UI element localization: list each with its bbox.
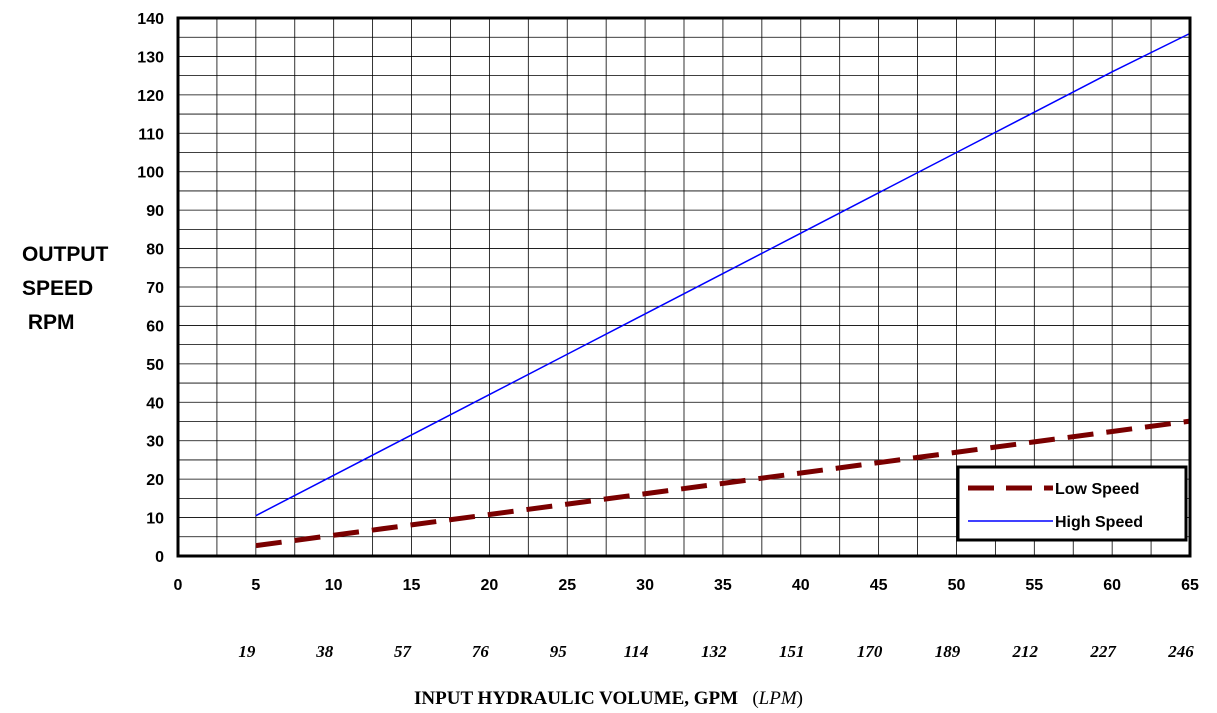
x-tick-label: 10	[325, 577, 343, 594]
lpm-tick-label: 151	[779, 642, 805, 661]
y-tick-label: 60	[146, 318, 164, 335]
x-tick-label: 65	[1181, 577, 1199, 594]
lpm-tick-label: 227	[1089, 642, 1117, 661]
y-tick-label: 70	[146, 280, 164, 297]
legend-label: Low Speed	[1055, 481, 1139, 498]
x-tick-label: 30	[636, 577, 654, 594]
legend-box	[956, 465, 1188, 542]
x-tick-label: 5	[251, 577, 260, 594]
x-tick-label: 50	[948, 577, 966, 594]
y-tick-label: 110	[138, 126, 164, 143]
legend-label: High Speed	[1055, 514, 1143, 531]
plot-area-border	[176, 16, 1192, 558]
series-line-low-speed	[255, 418, 1191, 549]
x-axis-title: INPUT HYDRAULIC VOLUME, GPM (LPM)	[414, 688, 803, 709]
x-tick-label: 20	[480, 577, 498, 594]
y-axis-title-line: RPM	[22, 311, 75, 334]
y-axis-title: OUTPUT SPEED RPM	[22, 238, 142, 340]
y-tick-label: 50	[146, 357, 164, 374]
x-tick-label: 45	[870, 577, 888, 594]
series-line-high-speed	[255, 32, 1191, 517]
series-layer	[255, 32, 1191, 549]
lpm-tick-label: 76	[472, 642, 490, 661]
lpm-tick-label: 189	[935, 642, 961, 661]
y-tick-label: 130	[137, 49, 164, 66]
x-tick-label: 0	[174, 577, 183, 594]
y-tick-label: 30	[146, 434, 164, 451]
lpm-tick-label: 212	[1012, 642, 1039, 661]
y-tick-label: 120	[137, 88, 164, 105]
y-tick-label: 90	[146, 203, 164, 220]
y-axis-title-line: OUTPUT	[22, 243, 109, 266]
lpm-tick-label: 57	[394, 642, 413, 661]
x-tick-label: 60	[1103, 577, 1121, 594]
lpm-tick-label: 170	[857, 642, 883, 661]
y-tick-label: 100	[137, 165, 164, 182]
lpm-tick-label: 95	[550, 642, 568, 661]
x-tick-label: 25	[558, 577, 576, 594]
lpm-tick-label: 19	[238, 642, 256, 661]
x-axis-title-main: INPUT HYDRAULIC VOLUME, GPM	[414, 688, 739, 709]
x-tick-label: 55	[1025, 577, 1043, 594]
lpm-tick-label: 114	[624, 642, 649, 661]
x-axis-title-unit: LPM	[758, 688, 797, 709]
x-tick-labels: 0 5 10 15 20 25 30 35 40 45 50 55 60 65	[174, 577, 1199, 594]
lpm-tick-label: 132	[701, 642, 727, 661]
lpm-tick-label: 246	[1167, 642, 1194, 661]
x-tick-label: 15	[403, 577, 421, 594]
y-tick-label: 20	[146, 472, 164, 489]
lpm-tick-label: 38	[315, 642, 334, 661]
legend: Low Speed High Speed	[956, 465, 1188, 542]
y-tick-label: 80	[146, 242, 164, 259]
y-axis-title-line: SPEED	[22, 277, 94, 300]
y-tick-label: 40	[146, 395, 164, 412]
y-tick-label: 140	[137, 11, 164, 28]
x-tick-label: 35	[714, 577, 732, 594]
x-tick-label: 40	[792, 577, 810, 594]
lpm-tick-labels: 19 38 57 76 95 114 132 151 170 189 212 227 246	[238, 642, 1194, 661]
y-tick-labels: 0 10 20 30 40 50 60 70 80 90 100 110 120 130 140	[137, 11, 164, 566]
y-tick-label: 0	[155, 549, 164, 566]
y-tick-label: 10	[146, 511, 164, 528]
